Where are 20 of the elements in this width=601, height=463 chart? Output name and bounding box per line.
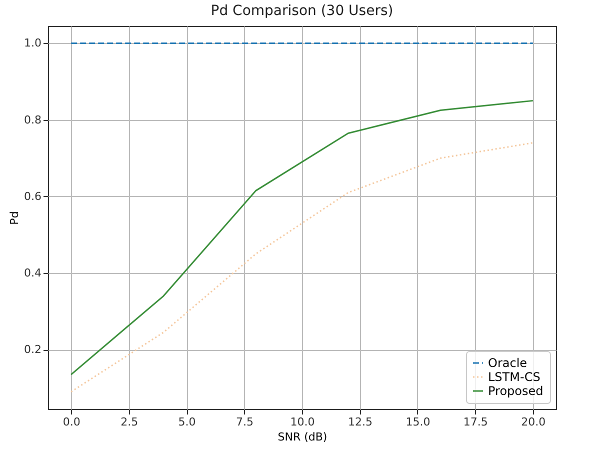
legend-label: LSTM-CS xyxy=(488,370,540,384)
y-tick-label: 0.4 xyxy=(24,266,42,280)
x-tick-label: 12.5 xyxy=(348,416,372,428)
y-tick-label: 0.6 xyxy=(24,190,42,203)
x-tick-label: 7.5 xyxy=(236,416,254,428)
chart-title: Pd Comparison (30 Users) xyxy=(210,3,394,19)
legend-label: Oracle xyxy=(488,356,528,370)
x-tick-label: 0.0 xyxy=(62,416,80,428)
x-tick-label: 5.0 xyxy=(178,416,196,428)
y-tick-label: 0.8 xyxy=(24,113,42,126)
y-tick-label: 0.2 xyxy=(24,343,42,356)
y-tick-label: 1.0 xyxy=(24,36,42,50)
x-tick-label: 10.0 xyxy=(290,416,315,428)
legend-label: Proposed xyxy=(488,384,544,398)
x-tick-label: 20.0 xyxy=(521,416,546,428)
x-axis-title: SNR (dB) xyxy=(278,430,328,444)
y-axis-title: Pd xyxy=(8,211,22,225)
x-tick-label: 2.5 xyxy=(120,416,138,428)
x-tick-label: 17.5 xyxy=(463,416,488,428)
x-tick-label: 15.0 xyxy=(406,416,430,428)
